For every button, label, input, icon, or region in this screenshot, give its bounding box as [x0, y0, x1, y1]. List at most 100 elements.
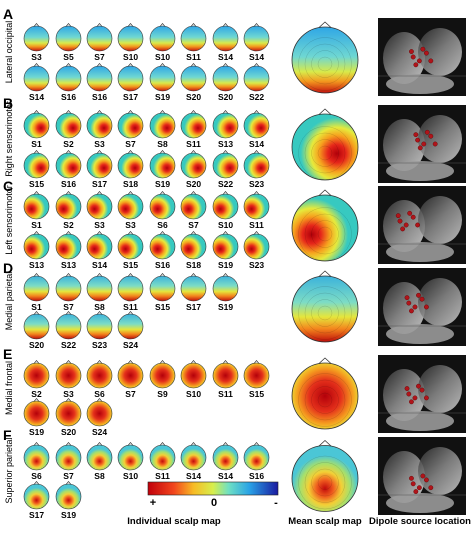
subject-label: S15 [123, 260, 138, 270]
individual-scalp-map: S15 [23, 150, 50, 189]
subject-label: S19 [218, 260, 233, 270]
individual-scalp-map: S22 [212, 150, 239, 189]
mean-scalp-map [291, 108, 359, 181]
subject-label: S17 [186, 302, 201, 312]
subject-label: S8 [157, 139, 168, 149]
individual-scalp-map: S8 [86, 442, 113, 481]
dipole-source-image [378, 105, 466, 183]
individual-scalp-map: S16 [86, 63, 113, 102]
individual-scalp-map: S11 [243, 191, 270, 230]
subject-label: S20 [29, 340, 44, 350]
cluster-label: Lateral occipital [4, 21, 14, 84]
subject-label: S14 [186, 471, 201, 481]
dipole-source-image [378, 186, 466, 264]
panel-letter: B [3, 95, 13, 111]
panel-letter: E [3, 346, 12, 362]
subject-label: S7 [63, 302, 74, 312]
individual-scalp-map: S18 [180, 231, 207, 270]
subject-label: S3 [94, 220, 105, 230]
subject-label: S15 [249, 389, 264, 399]
mean-scalp-map [291, 270, 359, 343]
subject-label: S22 [61, 340, 76, 350]
individual-scalp-map: S17 [117, 63, 144, 102]
individual-scalp-map: S14 [243, 23, 270, 62]
subject-label: S16 [92, 92, 107, 102]
individual-scalp-map: S16 [149, 231, 176, 270]
individual-scalp-map: S14 [243, 110, 270, 149]
individual-scalp-map: S6 [23, 442, 50, 481]
subject-label: S23 [249, 260, 264, 270]
individual-scalp-map: S17 [23, 481, 50, 520]
subject-label: S18 [123, 179, 138, 189]
individual-scalp-map: S3 [117, 191, 144, 230]
individual-scalp-map: S1 [23, 191, 50, 230]
subject-label: S9 [157, 389, 168, 399]
individual-scalp-map: S15 [117, 231, 144, 270]
individual-scalp-map: S19 [212, 231, 239, 270]
individual-scalp-map: S13 [212, 110, 239, 149]
individual-scalp-map: S19 [149, 63, 176, 102]
individual-scalp-map: S19 [212, 273, 239, 312]
mean-scalp-map [291, 439, 359, 512]
individual-scalp-map: S22 [55, 311, 82, 350]
individual-scalp-map: S18 [117, 150, 144, 189]
individual-scalp-map: S3 [23, 23, 50, 62]
subject-label: S24 [92, 427, 107, 437]
individual-scalp-map: S7 [180, 191, 207, 230]
subject-label: S11 [186, 52, 201, 62]
subject-label: S10 [123, 471, 138, 481]
individual-scalp-map: S11 [212, 360, 239, 399]
panel-letter: F [3, 427, 12, 443]
individual-scalp-map: S17 [86, 150, 113, 189]
subject-label: S7 [125, 139, 136, 149]
individual-scalp-map: S22 [243, 63, 270, 102]
individual-scalp-map: S24 [117, 311, 144, 350]
subject-label: S11 [218, 389, 233, 399]
mean-scalp-map [291, 189, 359, 262]
subject-label: S5 [63, 52, 74, 62]
subject-label: S3 [31, 52, 42, 62]
individual-scalp-map: S20 [55, 398, 82, 437]
subject-label: S19 [155, 179, 170, 189]
individual-scalp-map: S2 [23, 360, 50, 399]
subject-label: S15 [155, 302, 170, 312]
subject-label: S7 [125, 389, 136, 399]
individual-scalp-map: S11 [149, 442, 176, 481]
dipole-source-image [378, 268, 466, 346]
individual-scalp-map: S23 [86, 311, 113, 350]
subject-label: S19 [155, 92, 170, 102]
individual-scalp-map: S6 [86, 360, 113, 399]
subject-label: S11 [249, 220, 264, 230]
subject-label: S16 [155, 260, 170, 270]
individual-scalp-map: S7 [55, 442, 82, 481]
individual-scalp-map: S11 [180, 110, 207, 149]
subject-label: S14 [29, 92, 44, 102]
panel-letter: C [3, 178, 13, 194]
individual-scalp-map: S15 [149, 273, 176, 312]
individual-scalp-map: S17 [180, 273, 207, 312]
individual-scalp-map: S14 [180, 442, 207, 481]
colorbar-tick-minus: - [274, 497, 278, 509]
subject-label: S14 [249, 139, 264, 149]
individual-scalp-map: S10 [117, 442, 144, 481]
individual-scalp-map: S3 [55, 360, 82, 399]
individual-scalp-map: S6 [149, 191, 176, 230]
subject-label: S10 [155, 52, 170, 62]
individual-scalp-map: S8 [149, 110, 176, 149]
individual-scalp-map: S2 [55, 191, 82, 230]
subject-label: S8 [94, 471, 105, 481]
individual-scalp-map: S14 [86, 231, 113, 270]
dipole-source-image [378, 437, 466, 515]
subject-label: S1 [31, 302, 42, 312]
subject-label: S13 [61, 260, 76, 270]
subject-label: S6 [31, 471, 42, 481]
subject-label: S23 [92, 340, 107, 350]
subject-label: S2 [31, 389, 42, 399]
subject-label: S17 [123, 92, 138, 102]
subject-label: S22 [249, 92, 264, 102]
subject-label: S13 [29, 260, 44, 270]
subject-label: S15 [29, 179, 44, 189]
subject-label: S14 [92, 260, 107, 270]
